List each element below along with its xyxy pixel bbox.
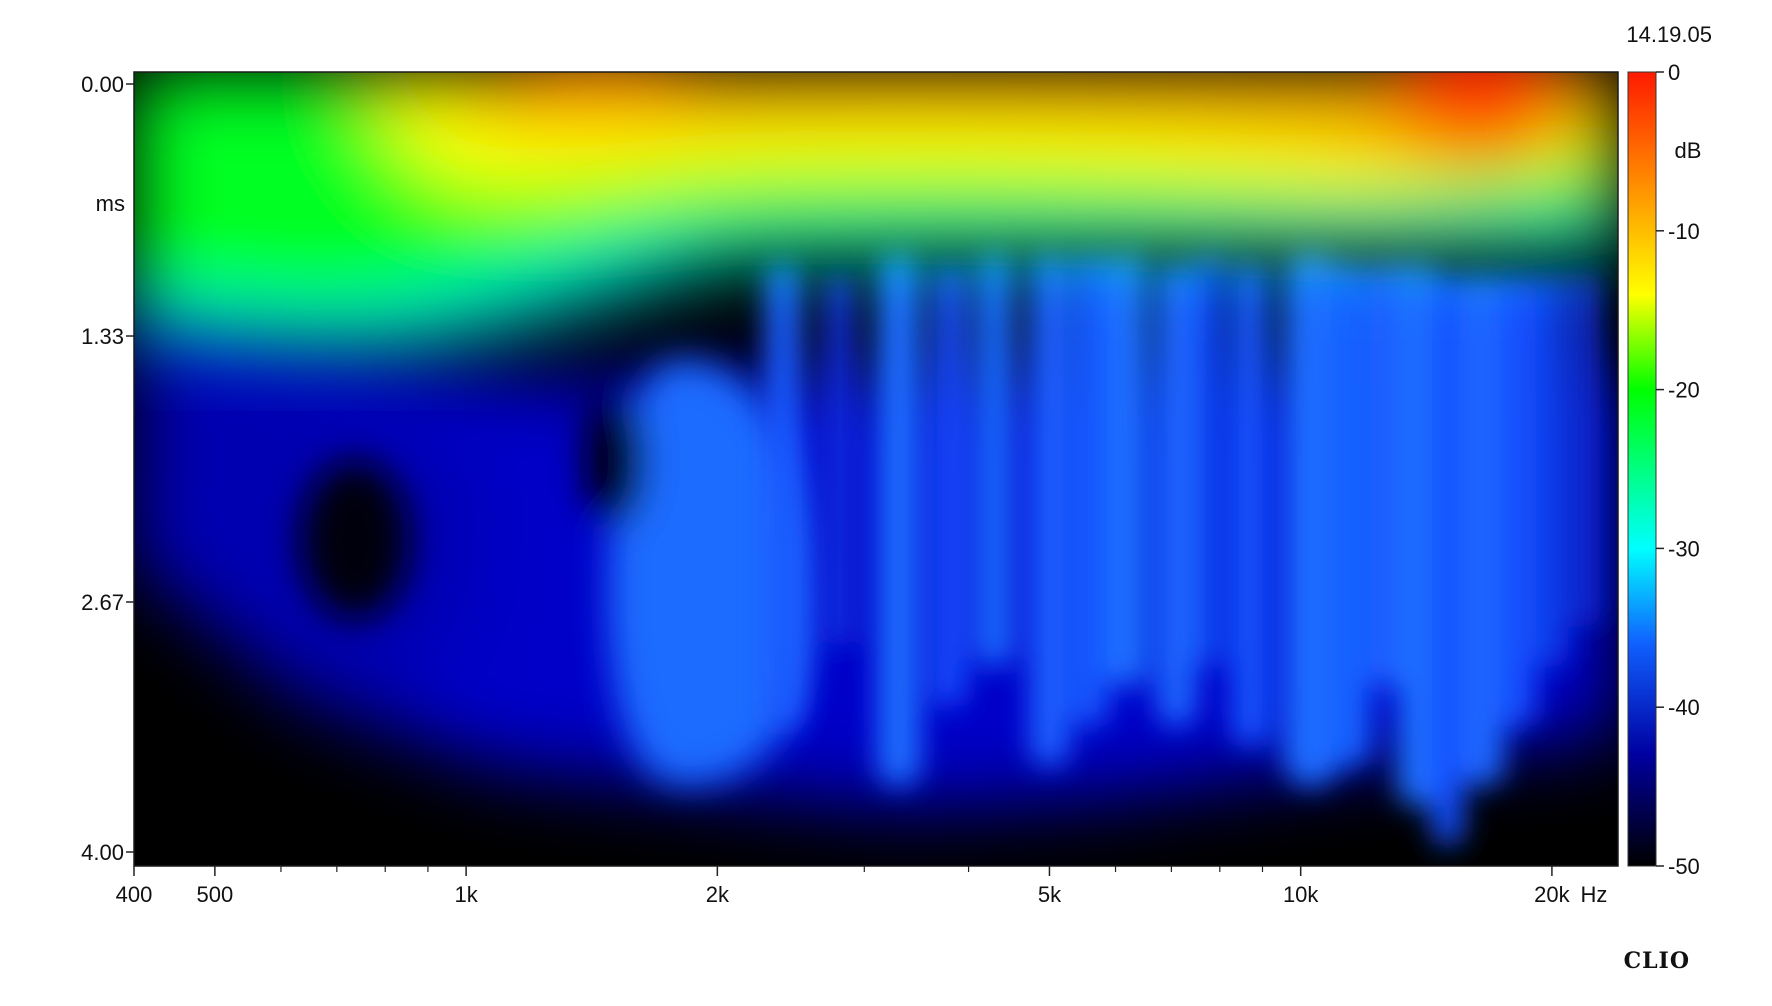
colorbar-tick-label: -50 [1668, 854, 1700, 879]
x-tick-label: 5k [1038, 882, 1062, 907]
timestamp: 14.19.05 [1626, 22, 1712, 47]
decay-streak [1431, 270, 1464, 847]
x-tick-label: 1k [454, 882, 478, 907]
x-tick-label: 400 [116, 882, 153, 907]
plot-frame [133, 71, 1619, 867]
colorbar-tick-label: 0 [1668, 60, 1680, 85]
y-axis: 0.00 1.33 2.67 4.00 [81, 72, 134, 865]
decay-streak [825, 270, 854, 648]
decay-streak [876, 250, 921, 787]
colorbar-tick-label: -20 [1668, 378, 1700, 403]
y-tick-label: 1.33 [81, 324, 124, 349]
decay-streak [1196, 250, 1225, 668]
x-axis-unit-label: Hz [1580, 882, 1607, 907]
decay-streak [765, 260, 802, 728]
colorbar: 0 -10 -20 -30 -40 -50 dB [1627, 60, 1702, 879]
decay-streak [1371, 260, 1404, 688]
y-tick-label: 4.00 [81, 840, 124, 865]
x-tick-label: 500 [197, 882, 234, 907]
colorbar-gradient [1627, 71, 1657, 867]
decay-streak [976, 250, 1013, 668]
decay-streak [1460, 270, 1505, 787]
colorbar-unit-label: dB [1675, 138, 1702, 163]
decay-streak [1499, 270, 1536, 728]
colorbar-tick-label: -30 [1668, 536, 1700, 561]
decay-streak [1283, 250, 1340, 787]
decay-streak [1232, 260, 1269, 747]
decay-streak [1156, 260, 1197, 728]
brand-logo: CLIO [1624, 948, 1690, 974]
y-axis-label: ms [96, 191, 125, 216]
x-tick-label: 10k [1283, 882, 1319, 907]
decay-streak [1107, 250, 1148, 688]
decay-streak [1397, 260, 1438, 807]
y-tick-label: 2.67 [81, 590, 124, 615]
colorbar-tick-label: -10 [1668, 219, 1700, 244]
x-tick-label: 2k [706, 882, 730, 907]
colorbar-tick-label: -40 [1668, 695, 1700, 720]
decay-streak [1572, 270, 1601, 628]
decay-streak [933, 260, 966, 708]
x-tick-label: 20k [1534, 882, 1570, 907]
decay-streak [1072, 250, 1109, 728]
heatmap-plot-area [134, 72, 1618, 866]
x-axis: 400 500 1k 2k 5k 10k 20k Hz [116, 866, 1607, 907]
y-tick-label: 0.00 [81, 72, 124, 97]
decay-streak [1535, 270, 1568, 668]
decay-streak [1029, 250, 1070, 767]
decay-streak [1331, 260, 1372, 767]
